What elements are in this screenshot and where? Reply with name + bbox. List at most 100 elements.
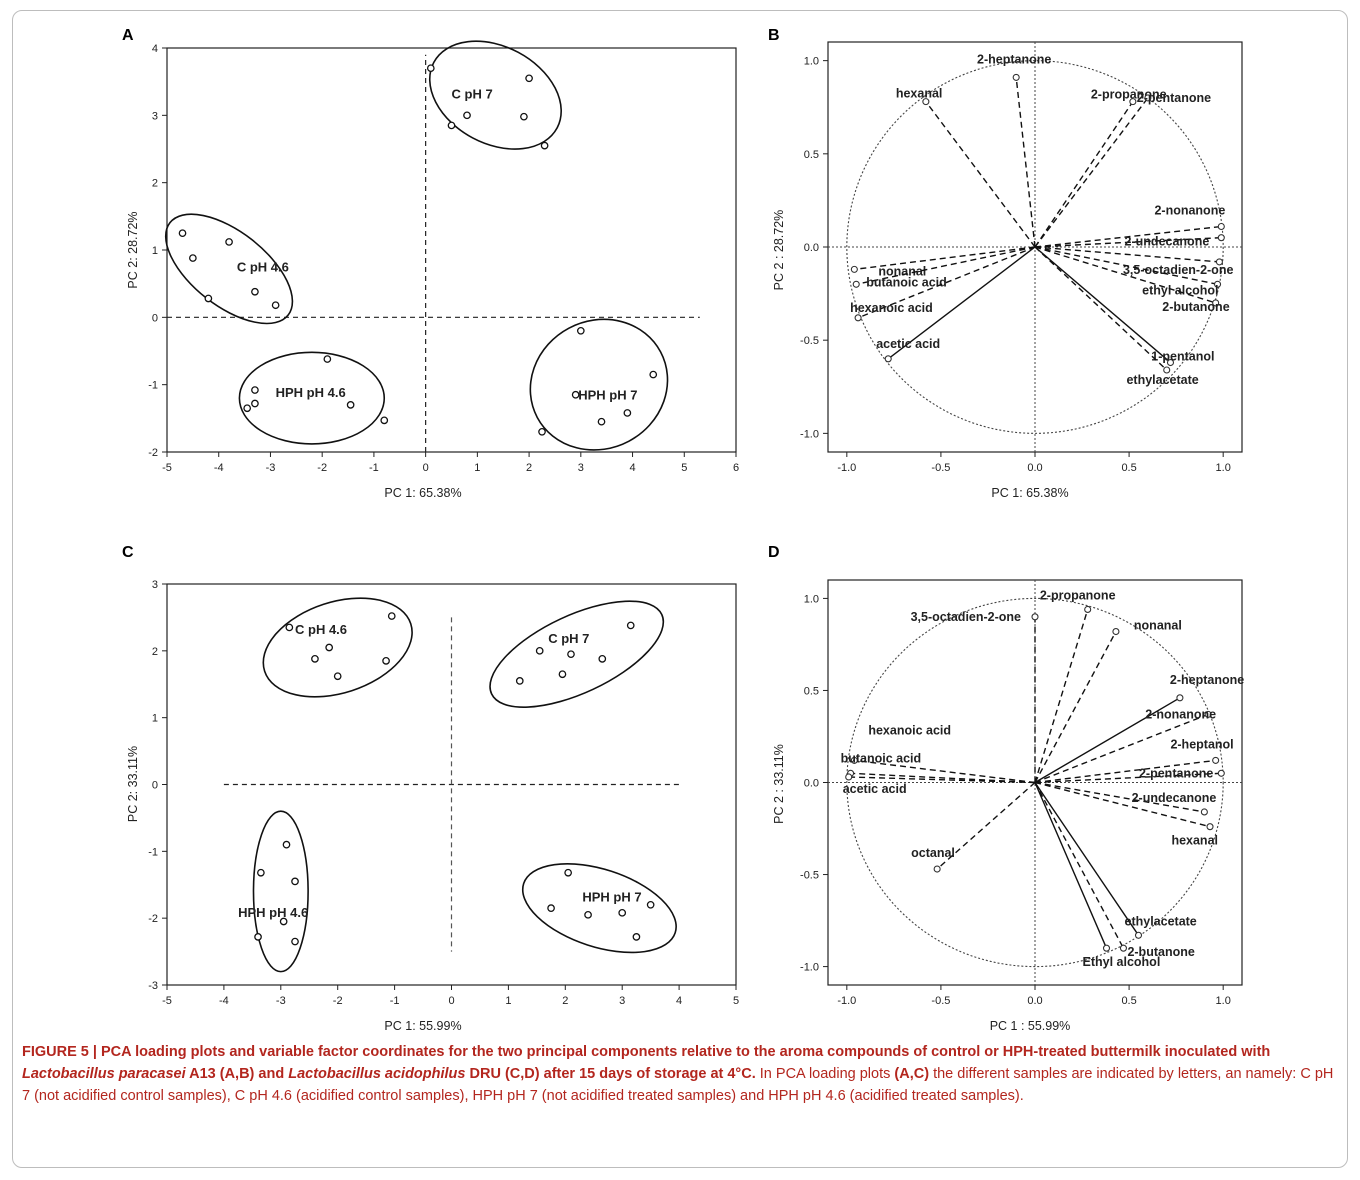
loading-point	[1213, 280, 1222, 288]
loading-point	[850, 265, 858, 273]
data-point	[279, 917, 288, 926]
caption-ref-3: (A,C)	[894, 1066, 930, 1082]
data-point	[571, 390, 580, 399]
group-ellipse	[428, 40, 562, 150]
loading-point	[1217, 234, 1225, 242]
caption-species-1: Lactobacillus paracasei	[22, 1066, 186, 1082]
x-tick-label: 4	[676, 995, 682, 1007]
loading-point	[1163, 366, 1171, 374]
vector-label: 2-nonanone	[1154, 204, 1225, 218]
caption-mid-4: after 15 days of storage at 4°C.	[539, 1066, 756, 1082]
loading-point	[884, 355, 892, 363]
caption-rest-2: the different samples are indicated by l…	[22, 1066, 1334, 1104]
group-label: HPH pH 4.6	[276, 385, 346, 400]
x-tick-label: -3	[266, 462, 276, 474]
vector-label: 2-undecanone	[1132, 791, 1217, 805]
x-tick-label: 2	[562, 995, 568, 1007]
x-tick-label: 0.0	[1027, 462, 1042, 474]
vector-label: hexanoic acid	[850, 301, 933, 315]
y-tick-label: 0.0	[804, 242, 819, 254]
vector-label: acetic acid	[876, 337, 940, 351]
loading-vector	[1034, 697, 1181, 784]
loading-point	[1217, 222, 1225, 231]
x-tick-label: -0.5	[931, 995, 950, 1007]
y-tick-label: 1	[152, 245, 158, 257]
loading-vector	[1034, 246, 1220, 263]
data-point	[515, 677, 524, 685]
data-point	[525, 74, 533, 83]
x-tick-label: 0	[423, 462, 429, 474]
x-tick-label: -1	[390, 995, 400, 1007]
loading-point	[1102, 944, 1111, 952]
loading-vector	[1034, 101, 1134, 248]
vector-label: butanoic acid	[841, 751, 922, 765]
loading-vector	[1034, 246, 1168, 371]
vector-label: hexanal	[896, 87, 943, 101]
y-tick-label: 2	[152, 646, 158, 658]
group-label: C pH 4.6	[295, 622, 347, 637]
loading-point	[922, 98, 930, 106]
data-point	[598, 655, 607, 663]
loading-vector	[936, 781, 1036, 870]
loading-vector	[887, 246, 1036, 360]
vector-label: 2-butanone	[1162, 300, 1229, 314]
group-ellipse	[252, 810, 309, 973]
x-tick-label: -5	[162, 995, 172, 1007]
x-tick-label: 0.5	[1121, 995, 1136, 1007]
x-tick-label: 5	[681, 462, 687, 474]
panel-letter-c: C	[122, 544, 134, 561]
loading-point	[933, 865, 941, 873]
data-point	[189, 254, 197, 262]
loading-vector	[857, 246, 1036, 319]
group-ellipse	[521, 863, 677, 954]
vector-label: 2-pentanone	[1139, 766, 1213, 780]
x-axis-label-d: PC 1 : 55.99%	[990, 1019, 1071, 1030]
loading-vector	[1034, 713, 1209, 784]
data-point	[540, 141, 549, 150]
loading-vector	[925, 101, 1036, 248]
loading-vector	[1034, 782, 1125, 949]
vector-label: butanoic acid	[866, 275, 947, 289]
x-tick-label: 0.0	[1027, 995, 1042, 1007]
loading-vector	[1034, 236, 1222, 248]
data-point	[254, 933, 262, 941]
vector-label: hexanal	[1171, 834, 1218, 848]
panel-letter-d: D	[768, 544, 780, 561]
data-point	[547, 904, 555, 912]
caption-ref-1: (A,B)	[219, 1066, 255, 1082]
y-tick-label: 4	[152, 43, 158, 55]
loading-point	[1215, 258, 1223, 266]
y-tick-label: 0	[152, 780, 158, 792]
data-point	[311, 655, 319, 663]
group-label: HPH pH 7	[582, 889, 641, 904]
loading-point	[1200, 808, 1208, 816]
data-point	[325, 643, 334, 652]
x-axis-label-c: PC 1: 55.99%	[384, 1019, 461, 1030]
vector-label: nonanal	[1134, 619, 1182, 633]
vector-label: 3,5-octadien-2-one	[911, 610, 1021, 624]
x-tick-label: 1.0	[1216, 995, 1231, 1007]
y-tick-label: -0.5	[800, 335, 819, 347]
vector-label: Ethyl alcohol	[1083, 955, 1161, 969]
loading-vector	[1034, 781, 1205, 813]
vector-label: 2-pentanone	[1137, 91, 1211, 105]
x-tick-label: 5	[733, 995, 739, 1007]
loading-vector	[848, 776, 1036, 784]
data-point	[564, 868, 572, 877]
vector-label: 2-heptanone	[1170, 673, 1244, 687]
loading-point	[1112, 627, 1120, 636]
group-label: C pH 7	[548, 631, 589, 646]
loading-point	[1031, 613, 1039, 621]
data-point	[346, 401, 355, 409]
caption-ref-2: (C,D)	[504, 1066, 540, 1082]
y-tick-label: 3	[152, 579, 158, 591]
caption-mid-3: DRU	[465, 1066, 505, 1082]
figure-frame	[12, 10, 1348, 1168]
x-tick-label: 4	[629, 462, 635, 474]
loading-vector	[1034, 609, 1089, 783]
x-tick-label: -4	[219, 995, 229, 1007]
vector-label: hexanoic acid	[868, 723, 951, 737]
loading-point	[1204, 710, 1212, 718]
panel-letter-b: B	[768, 27, 780, 44]
loading-vector	[1034, 246, 1216, 304]
